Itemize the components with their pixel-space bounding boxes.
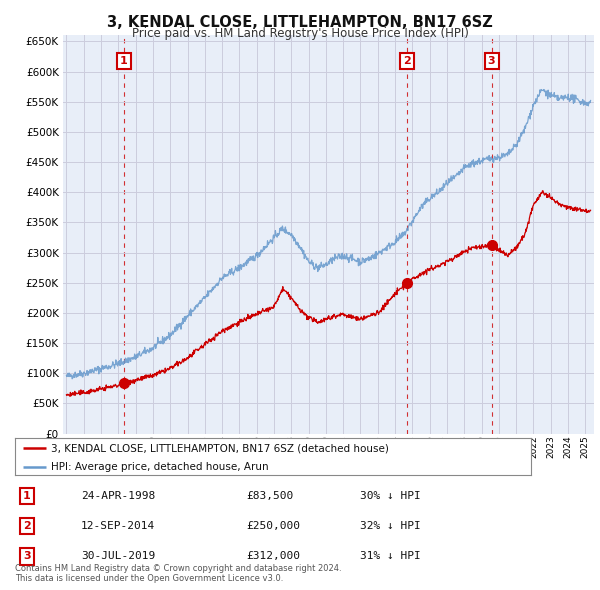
Text: 30-JUL-2019: 30-JUL-2019 [81, 552, 155, 561]
Text: 3: 3 [488, 56, 496, 66]
Text: £250,000: £250,000 [246, 521, 300, 531]
Text: 24-APR-1998: 24-APR-1998 [81, 491, 155, 501]
Text: Price paid vs. HM Land Registry's House Price Index (HPI): Price paid vs. HM Land Registry's House … [131, 27, 469, 40]
Text: 1: 1 [23, 491, 31, 501]
Text: Contains HM Land Registry data © Crown copyright and database right 2024.
This d: Contains HM Land Registry data © Crown c… [15, 564, 341, 584]
Text: HPI: Average price, detached house, Arun: HPI: Average price, detached house, Arun [51, 462, 269, 472]
Text: 3, KENDAL CLOSE, LITTLEHAMPTON, BN17 6SZ (detached house): 3, KENDAL CLOSE, LITTLEHAMPTON, BN17 6SZ… [51, 443, 389, 453]
Text: 3, KENDAL CLOSE, LITTLEHAMPTON, BN17 6SZ: 3, KENDAL CLOSE, LITTLEHAMPTON, BN17 6SZ [107, 15, 493, 30]
Text: 2: 2 [403, 56, 411, 66]
Text: £83,500: £83,500 [246, 491, 293, 501]
Text: 1: 1 [120, 56, 128, 66]
Text: 31% ↓ HPI: 31% ↓ HPI [360, 552, 421, 561]
Text: 30% ↓ HPI: 30% ↓ HPI [360, 491, 421, 501]
Text: £312,000: £312,000 [246, 552, 300, 561]
Text: 3: 3 [23, 552, 31, 561]
Text: 32% ↓ HPI: 32% ↓ HPI [360, 521, 421, 531]
Text: 2: 2 [23, 521, 31, 531]
Text: 12-SEP-2014: 12-SEP-2014 [81, 521, 155, 531]
